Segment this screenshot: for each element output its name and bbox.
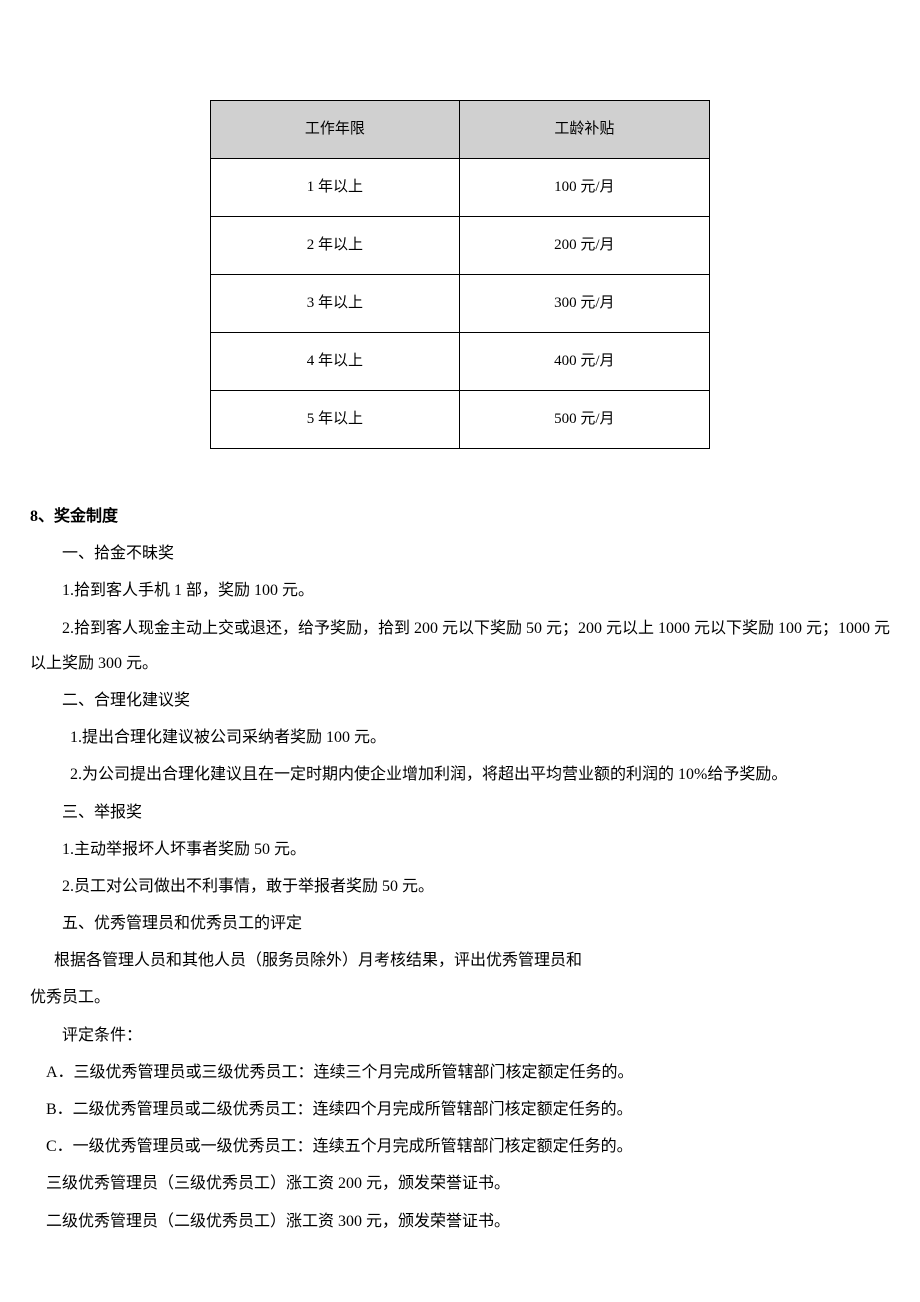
- table-row: 3 年以上 300 元/月: [211, 275, 710, 333]
- sub3-item1: 1.主动举报坏人坏事者奖励 50 元。: [30, 832, 890, 867]
- sub5-desc-line2: 优秀员工。: [30, 980, 890, 1015]
- section-8-title: 8、奖金制度: [30, 499, 890, 534]
- subsection-5-title: 五、优秀管理员和优秀员工的评定: [30, 906, 890, 941]
- sub5-desc-line1: 根据各管理人员和其他人员（服务员除外）月考核结果，评出优秀管理员和: [30, 943, 890, 978]
- table-cell: 100 元/月: [459, 159, 709, 217]
- sub2-item1: 1.提出合理化建议被公司采纳者奖励 100 元。: [30, 720, 890, 755]
- criteria-a: A．三级优秀管理员或三级优秀员工：连续三个月完成所管辖部门核定额定任务的。: [30, 1055, 890, 1090]
- sub1-item2: 2.拾到客人现金主动上交或退还，给予奖励，拾到 200 元以下奖励 50 元；2…: [30, 620, 890, 672]
- table-row: 2 年以上 200 元/月: [211, 217, 710, 275]
- seniority-table: 工作年限 工龄补贴 1 年以上 100 元/月 2 年以上 200 元/月 3 …: [210, 100, 710, 449]
- table-row: 4 年以上 400 元/月: [211, 333, 710, 391]
- reward-level-3: 三级优秀管理员（三级优秀员工）涨工资 200 元，颁发荣誉证书。: [30, 1166, 890, 1201]
- sub3-item2: 2.员工对公司做出不利事情，敢于举报者奖励 50 元。: [30, 869, 890, 904]
- subsection-3-title: 三、举报奖: [30, 795, 890, 830]
- subsection-1-title: 一、拾金不昧奖: [30, 536, 890, 571]
- table-cell: 3 年以上: [211, 275, 460, 333]
- table-cell: 400 元/月: [459, 333, 709, 391]
- table-header-subsidy: 工龄补贴: [459, 101, 709, 159]
- criteria-c: C．一级优秀管理员或一级优秀员工：连续五个月完成所管辖部门核定额定任务的。: [30, 1129, 890, 1164]
- table-cell: 2 年以上: [211, 217, 460, 275]
- table-cell: 5 年以上: [211, 391, 460, 449]
- table-cell: 300 元/月: [459, 275, 709, 333]
- reward-level-2: 二级优秀管理员（二级优秀员工）涨工资 300 元，颁发荣誉证书。: [30, 1204, 890, 1239]
- table-row: 1 年以上 100 元/月: [211, 159, 710, 217]
- sub1-item1: 1.拾到客人手机 1 部，奖励 100 元。: [30, 573, 890, 608]
- table-cell: 500 元/月: [459, 391, 709, 449]
- document-body: 8、奖金制度 一、拾金不昧奖 1.拾到客人手机 1 部，奖励 100 元。 2.…: [30, 499, 890, 1239]
- table-cell: 1 年以上: [211, 159, 460, 217]
- table-cell: 4 年以上: [211, 333, 460, 391]
- sub2-item2: 2.为公司提出合理化建议且在一定时期内使企业增加利润，将超出平均营业额的利润的 …: [30, 757, 890, 792]
- criteria-b: B．二级优秀管理员或二级优秀员工：连续四个月完成所管辖部门核定额定任务的。: [30, 1092, 890, 1127]
- criteria-title: 评定条件：: [30, 1018, 890, 1053]
- table-cell: 200 元/月: [459, 217, 709, 275]
- table-header-years: 工作年限: [211, 101, 460, 159]
- subsection-2-title: 二、合理化建议奖: [30, 683, 890, 718]
- table-row: 5 年以上 500 元/月: [211, 391, 710, 449]
